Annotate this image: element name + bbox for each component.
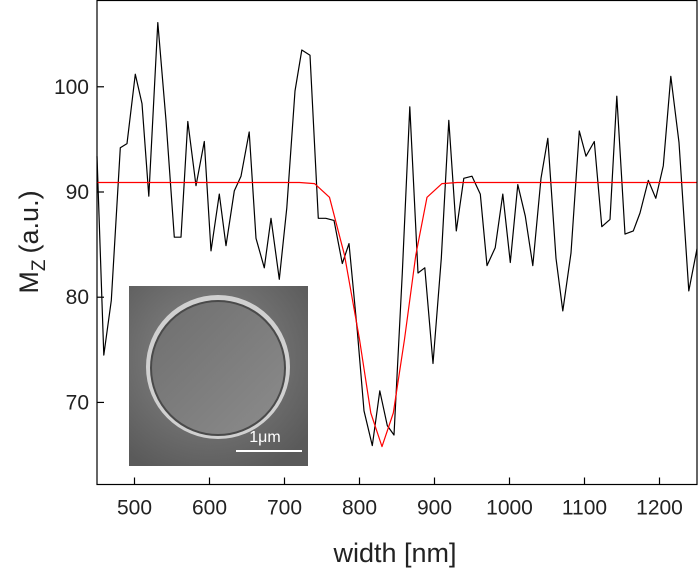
y-label-main: M [14, 271, 44, 294]
plot-frame [96, 0, 698, 486]
data-line [97, 181, 697, 448]
x-tick-label: 700 [267, 497, 302, 520]
y-label-sub: Z [29, 259, 50, 271]
data-line [96, 22, 698, 447]
x-tick-label: 900 [417, 497, 452, 520]
y-tick-label: 70 [66, 391, 89, 414]
x-tick-label: 600 [192, 497, 227, 520]
y-tick-label: 90 [66, 181, 89, 204]
x-axis-label: width [nm] [332, 538, 456, 568]
inset-image: 1μm [129, 286, 308, 466]
x-tick-label: 1200 [636, 497, 683, 520]
y-tick-label: 100 [54, 76, 89, 99]
y-label-unit: (a.u.) [14, 190, 44, 253]
x-tick-label: 800 [342, 497, 377, 520]
inset-disk [150, 300, 286, 436]
plot-area [96, 22, 698, 485]
x-tick-label: 1100 [562, 497, 607, 520]
x-tick-label: 500 [117, 497, 152, 520]
y-axis-label: MZ (a.u.) [14, 190, 50, 293]
y-tick-label: 80 [66, 286, 89, 309]
scale-label: 1μm [249, 429, 280, 446]
x-tick-label: 1000 [486, 497, 533, 520]
